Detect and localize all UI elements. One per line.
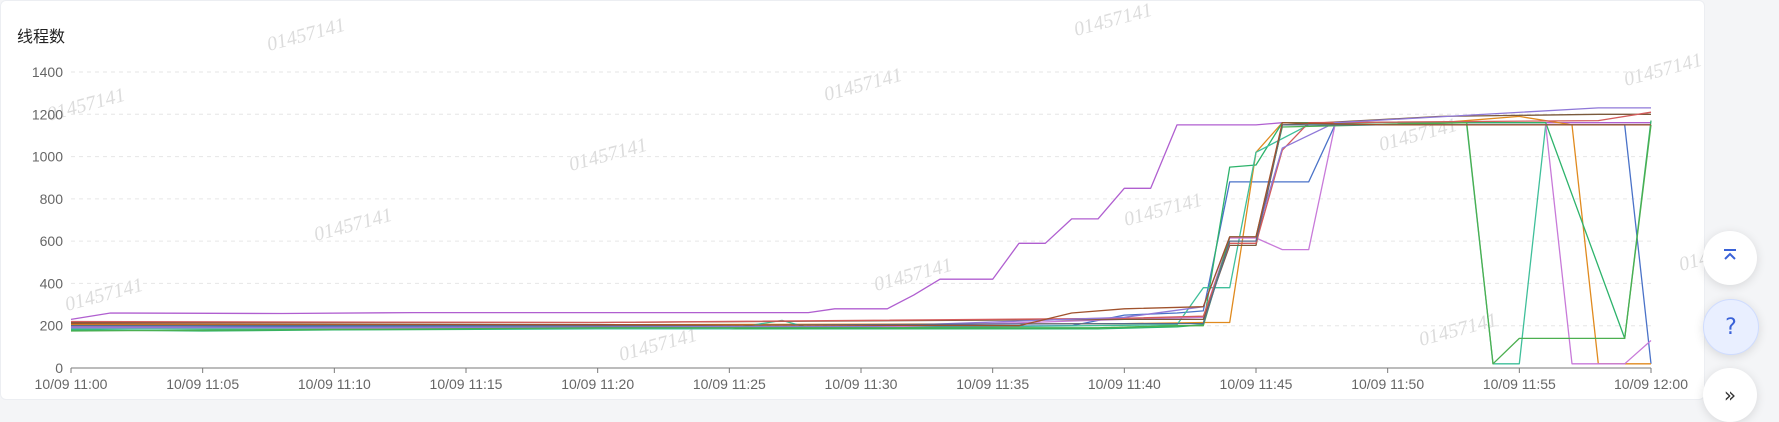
x-tick-label: 10/09 11:00 [35,376,108,392]
chevrons-right-icon: » [1723,383,1737,407]
watermark-text: 01457141 [1622,49,1705,91]
y-tick-label: 0 [55,360,63,376]
x-tick-label: 10/09 11:50 [1351,376,1424,392]
back-to-top-button[interactable] [1703,231,1757,285]
x-tick-label: 10/09 11:25 [693,376,766,392]
watermark-text: 01457141 [1072,1,1155,41]
x-tick-label: 10/09 11:20 [561,376,634,392]
watermark-text: 01457141 [63,274,146,316]
y-tick-label: 800 [40,191,64,207]
y-tick-label: 200 [40,318,64,334]
x-tick-label: 10/09 11:40 [1088,376,1161,392]
series-line-1 [70,122,1651,321]
watermark-text: 01457141 [822,64,905,106]
watermark-text: 01457141 [312,204,395,246]
watermark-text: 01457141 [617,324,700,366]
watermark-text: 01457141 [265,14,348,56]
series-line-6 [70,124,1652,365]
x-tick-label: 10/09 11:55 [1483,376,1556,392]
help-label: ? [1725,314,1737,340]
y-tick-label: 1000 [32,149,63,165]
y-tick-label: 1400 [32,64,63,80]
help-button[interactable]: ? [1703,299,1759,355]
series-line-12 [70,122,1651,327]
chart-card: 线程数 01457141 01457141 01457141 01457141 0145… [0,0,1705,400]
line-chart: 01457141 01457141 01457141 01457141 01457141… [32,1,1705,392]
x-tick-label: 10/09 11:30 [825,376,898,392]
y-tick-label: 600 [40,233,64,249]
chart-title: 线程数 [17,27,66,46]
watermark-text: 01457141 [1677,234,1705,276]
x-tick-label: 10/09 11:45 [1220,376,1293,392]
x-tick-label: 10/09 11:05 [166,376,239,392]
chevrons-up-icon [1721,246,1739,270]
x-tick-label: 10/09 12:00 [1614,376,1688,392]
y-tick-label: 400 [40,275,64,291]
y-tick-label: 1200 [32,106,63,122]
expand-button[interactable]: » [1703,368,1757,422]
series-line-11 [71,124,1651,327]
watermark-text: 01457141 [567,134,650,176]
watermark-text: 01457141 [1122,189,1205,231]
watermark-text: 01457141 [872,254,955,296]
series-line-8 [70,111,1652,324]
x-tick-label: 10/09 11:10 [298,376,371,392]
x-tick-label: 10/09 11:15 [430,376,503,392]
x-tick-label: 10/09 11:35 [956,376,1029,392]
series-line-4 [70,120,1652,340]
